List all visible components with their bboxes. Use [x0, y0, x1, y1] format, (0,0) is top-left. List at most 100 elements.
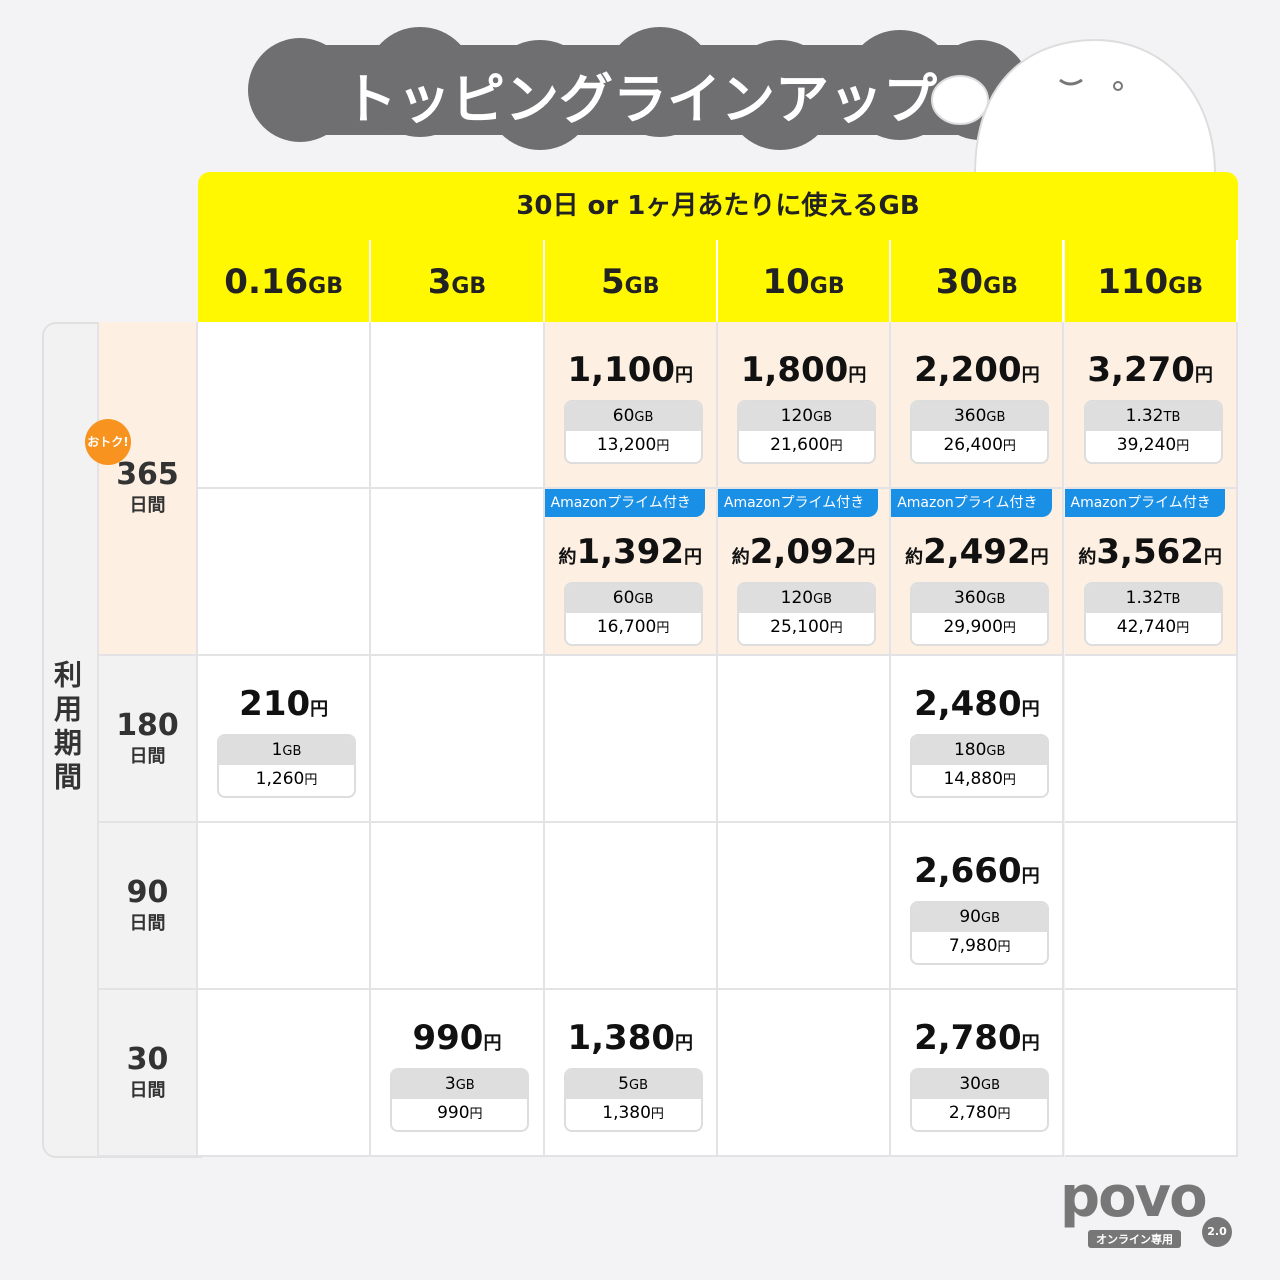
table-cell: [544, 823, 718, 990]
data-unit: GB: [455, 1078, 475, 1093]
data-unit: TB: [1163, 410, 1181, 425]
total-unit: 円: [1002, 773, 1016, 788]
price-value: 2,200: [914, 350, 1022, 390]
table-cell: [717, 656, 892, 823]
table-cell: [1064, 990, 1238, 1157]
data-unit: TB: [1163, 592, 1181, 607]
badge: おトク!: [85, 419, 131, 465]
data-unit: GB: [986, 592, 1006, 607]
data-value: 30: [959, 1074, 981, 1094]
detail-box: 5GB 1,380円: [563, 1068, 703, 1132]
total-value: 42,740: [1116, 617, 1177, 637]
days-value: 90: [126, 874, 169, 910]
total-value: 25,100: [770, 617, 830, 637]
column-unit: GB: [809, 274, 845, 299]
column-header: 5GB: [544, 240, 718, 322]
table-cell: [198, 990, 372, 1157]
data-value: 60: [612, 588, 635, 608]
table-cell: Amazonプライム付き 約1,392円 60GB 16,700円: [544, 489, 718, 656]
total-value: 990: [437, 1103, 470, 1123]
total-price: 1,380円: [566, 1099, 701, 1129]
logo: povo オンライン専用 2.0: [1060, 1165, 1232, 1248]
detail-box: 60GB 13,200円: [563, 400, 703, 464]
amazon-badge: Amazonプライム付き: [544, 489, 705, 517]
column-unit: GB: [308, 274, 343, 299]
data-unit: GB: [813, 410, 833, 425]
price-value: 2,092: [749, 532, 858, 572]
total-price: 13,200円: [566, 431, 701, 461]
price-value: 1,800: [740, 350, 849, 390]
total-price: 2,780円: [912, 1099, 1047, 1129]
decor: [248, 27, 1217, 176]
approx-prefix: 約: [731, 547, 750, 568]
approx-prefix: 約: [905, 547, 924, 568]
data-amount: 5GB: [565, 1070, 701, 1099]
data-value: 360: [953, 406, 987, 426]
table-cell: [544, 656, 718, 823]
column-value: 30: [935, 262, 984, 302]
total-value: 26,400: [943, 435, 1003, 455]
price-unit: 円: [483, 1033, 502, 1054]
data-value: 120: [780, 406, 814, 426]
days-cell: 90 日間: [97, 823, 198, 990]
column-value: 10: [762, 262, 810, 302]
days-unit: 日間: [129, 745, 166, 767]
data-value: 5: [618, 1074, 629, 1094]
table-cell: 210円 1GB 1,260円: [198, 656, 372, 823]
total-price: 42,740円: [1086, 613, 1221, 643]
table-cell: [371, 656, 545, 823]
total-unit: 円: [1002, 621, 1016, 636]
price-value: 3,562: [1096, 532, 1204, 572]
price-value: 210: [239, 684, 311, 724]
amazon-badge: Amazonプライム付き: [1064, 489, 1225, 517]
table-cell: [371, 823, 545, 990]
detail-box: 60GB 16,700円: [563, 582, 703, 646]
price-unit: 円: [675, 365, 694, 386]
data-unit: GB: [282, 744, 302, 759]
total-value: 1,260: [255, 769, 305, 789]
data-unit: GB: [634, 592, 654, 607]
data-amount: 360GB: [912, 584, 1048, 613]
total-price: 16,700円: [566, 613, 701, 643]
data-amount: 30GB: [912, 1070, 1048, 1099]
price: 約2,492円: [891, 532, 1062, 572]
total-unit: 円: [997, 940, 1011, 955]
data-value: 120: [780, 588, 814, 608]
detail-box: 1GB 1,260円: [217, 734, 356, 798]
price: 1,800円: [718, 350, 889, 390]
data-amount: 3GB: [392, 1070, 528, 1099]
table-cell: Amazonプライム付き 約2,092円 120GB 25,100円: [717, 489, 892, 656]
logo-name: povo: [1060, 1165, 1208, 1230]
total-unit: 円: [1176, 439, 1190, 454]
days-label: 30 日間: [99, 1041, 196, 1102]
column-header: 10GB: [717, 240, 892, 322]
days-unit: 日間: [129, 1079, 166, 1101]
data-amount: 90GB: [912, 903, 1048, 932]
days-unit: 日間: [129, 912, 166, 934]
data-value: 360: [953, 588, 987, 608]
total-unit: 円: [656, 621, 670, 636]
table-cell: Amazonプライム付き 約3,562円 1.32TB 42,740円: [1064, 489, 1238, 656]
days-value: 30: [126, 1041, 169, 1077]
price-unit: 円: [1030, 547, 1049, 568]
price: 2,780円: [891, 1018, 1062, 1058]
total-price: 26,400円: [912, 431, 1047, 461]
data-unit: GB: [629, 1078, 648, 1093]
total-price: 14,880円: [912, 765, 1047, 795]
total-unit: 円: [304, 773, 318, 788]
header: 30日 or 1ヶ月あたりに使えるGB: [198, 172, 1238, 240]
data-amount: 360GB: [912, 402, 1048, 431]
days-cell: 30 日間: [97, 990, 198, 1157]
table-cell: 1,380円 5GB 1,380円: [544, 990, 718, 1157]
logo-version: 2.0: [1202, 1217, 1232, 1247]
amazon-badge: Amazonプライム付き: [717, 489, 879, 517]
price-unit: 円: [675, 1033, 694, 1054]
table-cell: Amazonプライム付き 約2,492円 360GB 29,900円: [891, 489, 1065, 656]
total-unit: 円: [997, 1107, 1011, 1122]
price: 3,270円: [1065, 350, 1236, 390]
data-amount: 120GB: [738, 584, 874, 613]
price-unit: 円: [1021, 866, 1040, 887]
days-label: 90 日間: [99, 874, 196, 935]
